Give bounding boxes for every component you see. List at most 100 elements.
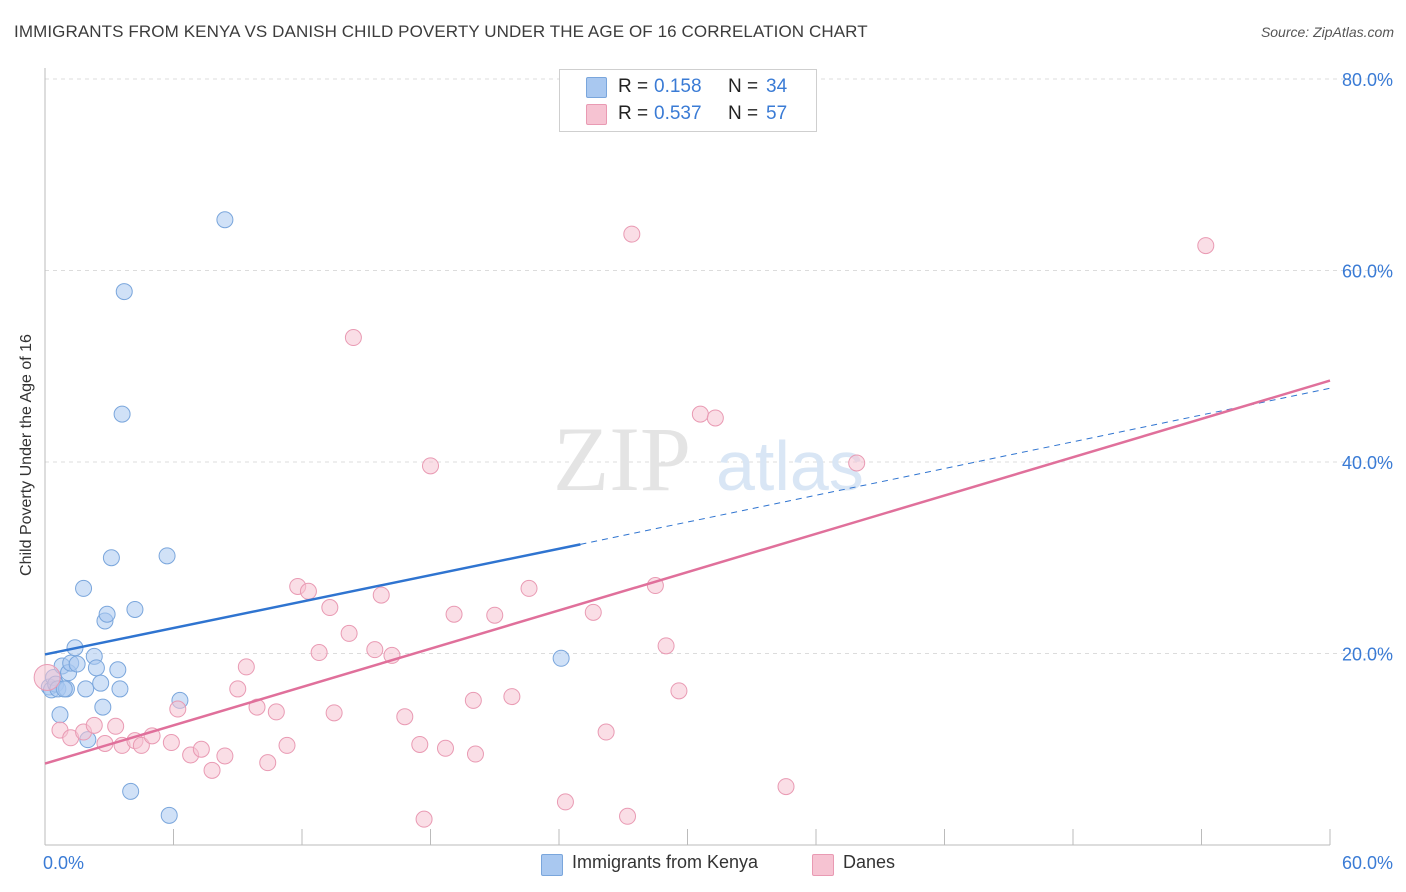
danes-point: [584, 603, 602, 621]
y-tick-label: 40.0%: [1342, 453, 1393, 473]
kenya-point: [55, 680, 73, 698]
danes-point: [340, 624, 358, 642]
danes-point: [325, 704, 343, 722]
kenya-point: [115, 283, 133, 301]
kenya-point: [126, 600, 144, 618]
danes-point: [597, 723, 615, 741]
danes-point: [259, 754, 277, 772]
chart-title: IMMIGRANTS FROM KENYA VS DANISH CHILD PO…: [14, 22, 868, 41]
y-tick-label: 60.0%: [1342, 262, 1393, 282]
kenya-point: [51, 706, 69, 724]
danes-point: [396, 708, 414, 726]
danes-point: [619, 807, 637, 825]
y-tick-label: 20.0%: [1342, 645, 1393, 665]
danes-point: [162, 734, 180, 752]
axes-layer: [44, 68, 1331, 846]
danes-swatch: [586, 104, 607, 125]
danes-point: [192, 740, 210, 758]
trend-lines: [44, 379, 1331, 765]
danes-point: [486, 606, 504, 624]
danes-point: [216, 747, 234, 765]
danes-point: [237, 658, 255, 676]
r-label: R =: [618, 76, 649, 97]
danes-point: [777, 778, 795, 796]
source-note: Source: ZipAtlas.com: [1260, 24, 1394, 40]
kenya-point: [68, 655, 86, 673]
danes-point: [520, 579, 538, 597]
kenya-trend-line: [44, 543, 581, 656]
watermark-zip: ZIP: [553, 408, 691, 510]
danes-point: [1197, 237, 1215, 255]
kenya-point: [216, 211, 234, 229]
danes-point: [107, 717, 125, 735]
danes-point: [278, 736, 296, 754]
danes-point: [464, 691, 482, 709]
danes-point: [85, 716, 103, 734]
danes-point: [466, 745, 484, 763]
grid-layer: [45, 78, 1392, 654]
danes-point: [623, 225, 641, 243]
danes-point: [33, 663, 61, 691]
kenya-point: [552, 649, 570, 667]
danes-point: [366, 641, 384, 659]
y-tick-label: 80.0%: [1342, 70, 1393, 90]
n-label: N =: [728, 103, 759, 124]
danes-legend-swatch: [812, 854, 834, 876]
danes-point: [229, 680, 247, 698]
kenya-point: [94, 698, 112, 716]
kenya-point: [98, 605, 116, 623]
watermark-atlas: atlas: [716, 427, 864, 505]
kenya-trend-extension: [580, 387, 1331, 545]
kenya-point: [75, 579, 93, 597]
kenya-legend-label: Immigrants from Kenya: [572, 852, 759, 872]
kenya-point: [113, 405, 131, 423]
kenya-point: [111, 680, 129, 698]
danes-point: [267, 703, 285, 721]
kenya-point: [109, 661, 127, 679]
kenya-point: [160, 806, 178, 824]
kenya-point: [92, 674, 110, 692]
series-danes: [33, 225, 1215, 828]
danes-point: [299, 582, 317, 600]
r-label: R =: [618, 103, 649, 124]
n-label: N =: [728, 76, 759, 97]
danes-point: [670, 682, 688, 700]
x-tick-label: 0.0%: [43, 853, 84, 873]
danes-point: [415, 810, 433, 828]
r-value: 0.537: [654, 103, 702, 124]
danes-point: [436, 739, 454, 757]
kenya-point: [87, 659, 105, 677]
danes-point: [503, 688, 521, 706]
n-value: 34: [766, 76, 788, 97]
correlation-legend: R = 0.158 N = 34 R = 0.537 N = 57: [559, 69, 817, 132]
danes-point: [203, 761, 221, 779]
danes-point: [321, 599, 339, 617]
danes-point: [691, 405, 709, 423]
kenya-legend-swatch: [541, 854, 563, 876]
danes-point: [848, 454, 866, 472]
danes-point: [132, 736, 150, 754]
r-value: 0.158: [654, 76, 702, 97]
danes-point: [411, 735, 429, 753]
danes-point: [445, 605, 463, 623]
kenya-swatch: [586, 77, 607, 98]
tick-labels: 20.0% 40.0% 60.0% 80.0% 0.0% 60.0%: [43, 70, 1393, 873]
danes-point: [372, 586, 390, 604]
kenya-point: [77, 680, 95, 698]
danes-point: [169, 700, 187, 718]
watermark: ZIP atlas: [553, 408, 864, 510]
danes-point: [344, 329, 362, 347]
danes-trend-line: [44, 379, 1331, 765]
danes-point: [657, 637, 675, 655]
danes-point: [556, 793, 574, 811]
kenya-point: [122, 782, 140, 800]
danes-point: [422, 457, 439, 475]
n-value: 57: [766, 103, 788, 124]
kenya-point: [158, 547, 176, 565]
kenya-point: [102, 549, 120, 567]
danes-point: [310, 644, 328, 662]
danes-legend-label: Danes: [843, 852, 896, 872]
danes-point: [706, 409, 724, 427]
x-tick-label: 60.0%: [1342, 853, 1393, 873]
